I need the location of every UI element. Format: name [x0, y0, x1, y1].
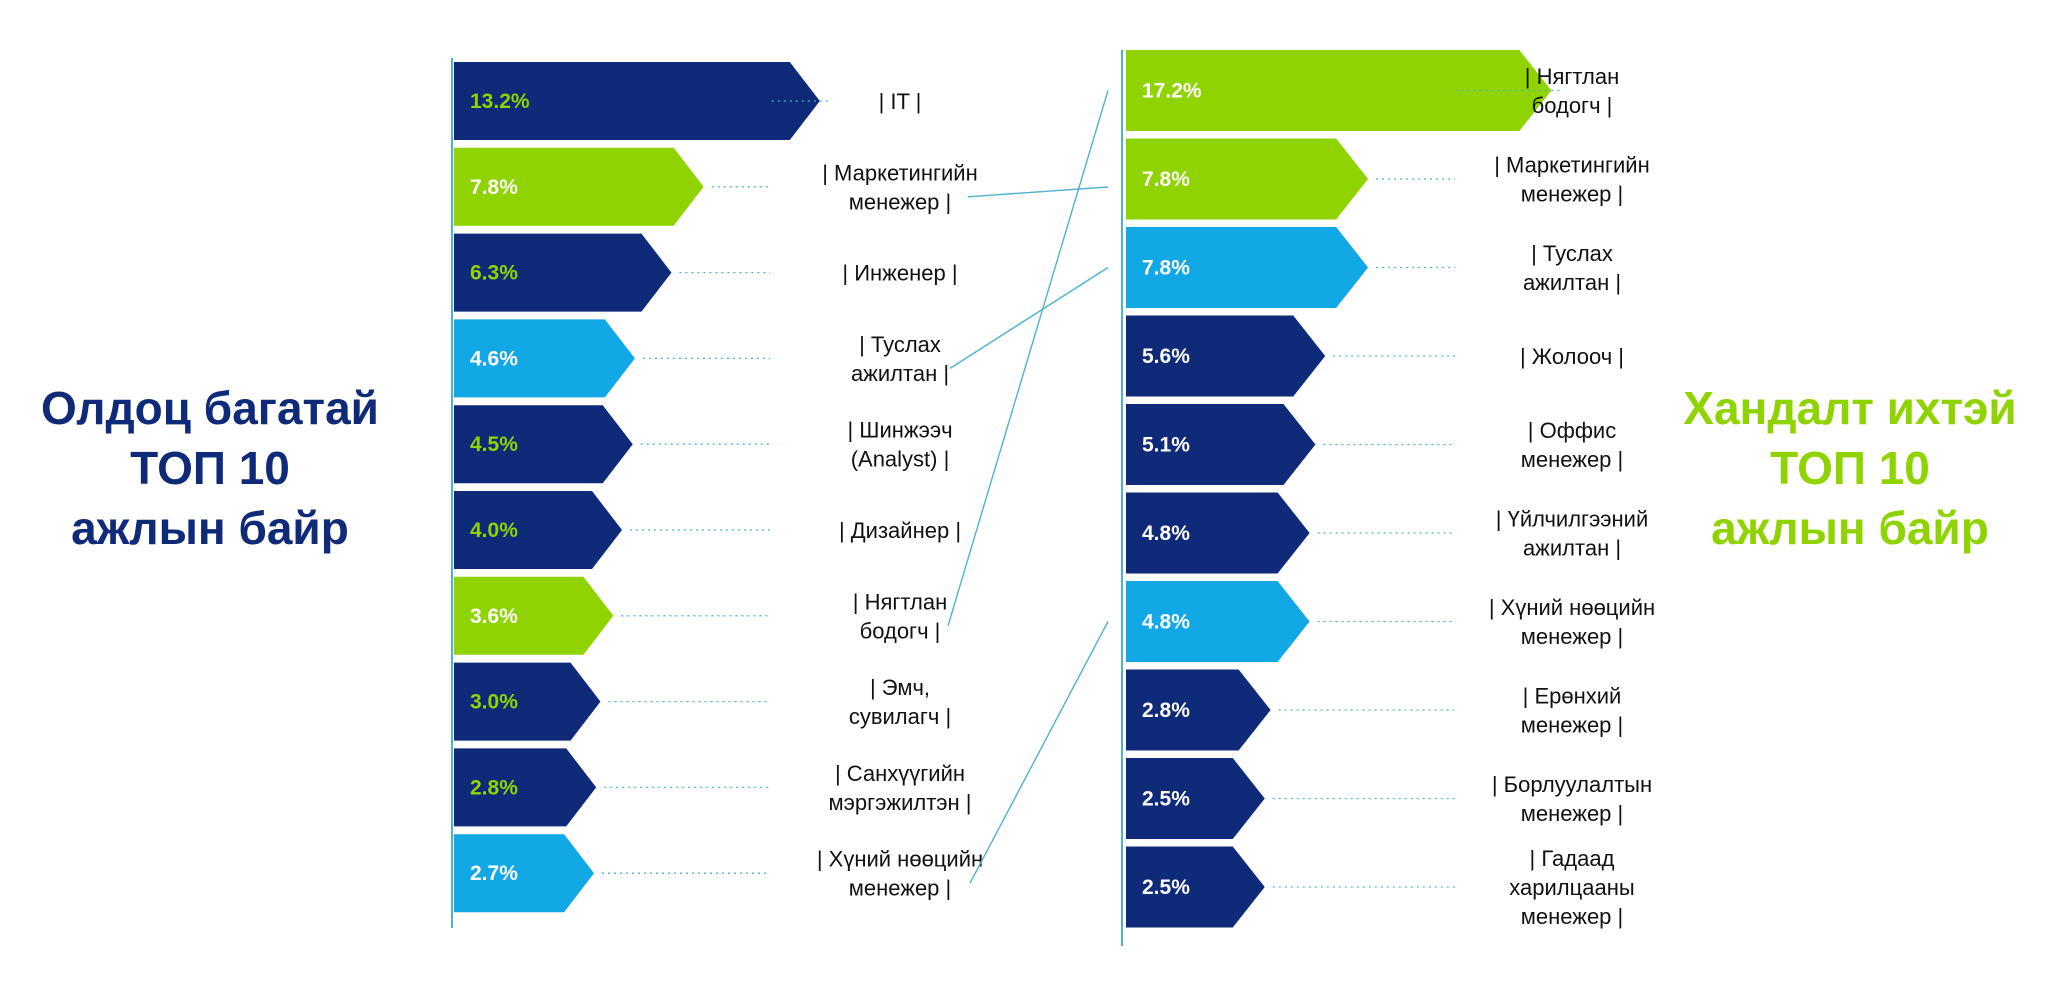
right-chart-title: Хандалт ихтэй ТОП 10 ажлын байр	[1650, 378, 2048, 558]
left-value-label: 3.0%	[470, 691, 518, 714]
left-value-label: 4.5%	[470, 433, 518, 456]
right-bar	[1126, 227, 1369, 308]
left-title-line-2: ТОП 10	[130, 442, 290, 494]
left-category-label: | Эмч, сувилагч |	[849, 675, 951, 729]
connector-line	[967, 186, 1109, 198]
left-bar	[454, 233, 672, 312]
left-category-label: | Нягтлан бодогч |	[853, 589, 947, 643]
left-bar	[454, 576, 614, 655]
right-bar	[1126, 581, 1310, 662]
left-bar	[454, 405, 633, 484]
right-bar	[1126, 758, 1265, 839]
right-bar	[1126, 50, 1552, 131]
right-bar	[1126, 315, 1326, 397]
left-category-label: | Дизайнер |	[839, 518, 961, 543]
left-category-label: | Санхүүгийн мэргэжилтэн |	[829, 761, 972, 815]
connector-line	[947, 90, 1109, 627]
right-bar	[1126, 669, 1271, 751]
right-category-label: | Борлуулалтын менежер |	[1492, 772, 1652, 826]
right-value-label: 5.1%	[1142, 434, 1190, 457]
left-value-label: 6.3%	[470, 262, 518, 285]
left-bar	[454, 834, 595, 913]
right-category-label: | Нягтлан бодогч |	[1525, 64, 1619, 118]
right-category-label: | Туслах ажилтан |	[1523, 241, 1621, 295]
right-category-label: | Гадаад харилцааны менежер |	[1509, 846, 1634, 929]
right-bar	[1126, 404, 1316, 485]
left-category-label: | Маркетингийн менежер |	[822, 160, 978, 214]
left-bar	[454, 748, 597, 827]
left-value-label: 2.7%	[470, 862, 518, 885]
left-value-label: 4.0%	[470, 519, 518, 542]
right-value-label: 2.8%	[1142, 699, 1190, 722]
left-bar	[454, 62, 820, 140]
connector-line	[949, 266, 1109, 369]
left-category-label: | IT |	[879, 89, 922, 114]
right-value-label: 7.8%	[1142, 168, 1190, 191]
right-value-label: 2.5%	[1142, 876, 1190, 899]
right-category-label: | Ерөнхий менежер |	[1521, 684, 1624, 738]
left-bar	[454, 147, 704, 226]
left-value-label: 7.8%	[470, 176, 518, 199]
left-category-label: | Туслах ажилтан |	[851, 332, 949, 386]
left-title-line-3: ажлын байр	[71, 502, 349, 554]
right-value-label: 2.5%	[1142, 788, 1190, 811]
right-title-line-3: ажлын байр	[1711, 502, 1989, 554]
right-category-label: | Оффис менежер |	[1521, 418, 1624, 472]
right-title-line-1: Хандалт ихтэй	[1683, 382, 2017, 434]
left-bar	[454, 662, 601, 741]
left-value-label: 4.6%	[470, 347, 518, 370]
left-category-label: | Хүний нөөцийн менежер |	[817, 847, 983, 901]
left-bar	[454, 491, 622, 569]
right-value-label: 7.8%	[1142, 257, 1190, 280]
left-bar	[454, 319, 635, 398]
right-value-label: 4.8%	[1142, 522, 1190, 545]
left-value-label: 3.6%	[470, 605, 518, 628]
right-value-label: 17.2%	[1142, 80, 1202, 103]
left-value-label: 2.8%	[470, 776, 518, 799]
right-bar	[1126, 492, 1310, 574]
left-category-label: | Шинжээч (Analyst) |	[847, 418, 952, 472]
left-chart-title: Олдоц багатай ТОП 10 ажлын байр	[10, 378, 410, 558]
right-category-label: | Маркетингийн менежер |	[1494, 153, 1650, 207]
connector-line	[969, 621, 1109, 884]
right-bar	[1126, 846, 1265, 928]
right-bar	[1126, 138, 1369, 220]
left-category-label: | Инженер |	[842, 261, 957, 286]
right-category-label: | Хүний нөөцийн менежер |	[1489, 595, 1655, 649]
right-category-label: | Үйлчилгээний ажилтан |	[1496, 507, 1649, 561]
right-title-line-2: ТОП 10	[1770, 442, 1930, 494]
left-value-label: 13.2%	[470, 90, 530, 113]
left-title-line-1: Олдоц багатай	[41, 382, 379, 434]
right-value-label: 4.8%	[1142, 611, 1190, 634]
right-value-label: 5.6%	[1142, 345, 1190, 368]
right-category-label: | Жолооч |	[1520, 344, 1624, 369]
